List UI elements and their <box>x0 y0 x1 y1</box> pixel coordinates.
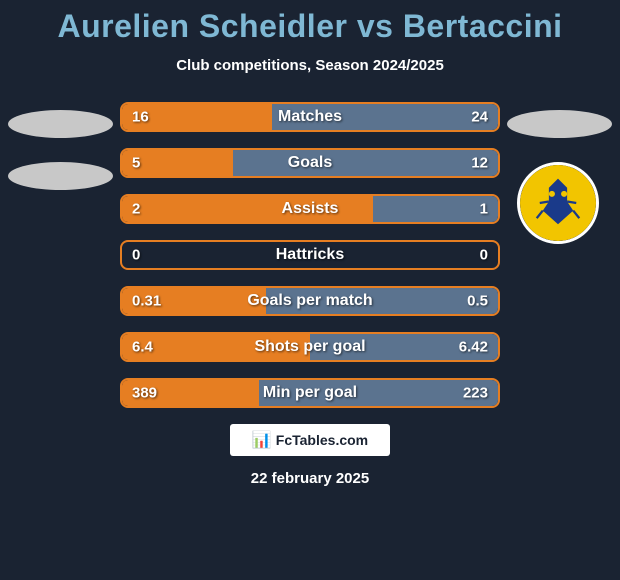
watermark-text: FcTables.com <box>276 432 368 448</box>
avatar-placeholder <box>507 110 612 138</box>
left-player-avatar-stack <box>8 110 113 214</box>
stat-value-right: 223 <box>463 385 488 402</box>
chart-icon: 📊 <box>252 430 272 450</box>
stat-label: Min per goal <box>122 384 498 402</box>
stat-row: Min per goal389 223 <box>120 378 500 408</box>
date-label: 22 february 2025 <box>0 470 620 487</box>
stat-value-left: 389 <box>132 385 157 402</box>
avatar-placeholder <box>8 110 113 138</box>
subtitle: Club competitions, Season 2024/2025 <box>0 57 620 74</box>
stat-value-left: 6.4 <box>132 339 153 356</box>
stat-value-right: 24 <box>471 109 488 126</box>
stat-value-left: 0.31 <box>132 293 161 310</box>
stat-row: Goals5 12 <box>120 148 500 178</box>
stat-row: Goals per match0.31 0.5 <box>120 286 500 316</box>
stat-value-left: 5 <box>132 155 140 172</box>
club-badge <box>517 162 599 244</box>
stat-label: Matches <box>122 108 498 126</box>
avatar-placeholder <box>8 162 113 190</box>
stat-value-right: 0 <box>480 247 488 264</box>
stat-label: Goals <box>122 154 498 172</box>
stat-row: Matches16 24 <box>120 102 500 132</box>
stat-label: Hattricks <box>122 246 498 264</box>
stat-row: Shots per goal6.4 6.42 <box>120 332 500 362</box>
stat-value-left: 0 <box>132 247 140 264</box>
stat-value-right: 12 <box>471 155 488 172</box>
stat-label: Shots per goal <box>122 338 498 356</box>
right-player-avatar-stack <box>507 110 612 244</box>
stat-label: Assists <box>122 200 498 218</box>
watermark: 📊 FcTables.com <box>230 424 390 456</box>
stat-row: Hattricks0 0 <box>120 240 500 270</box>
stat-value-left: 2 <box>132 201 140 218</box>
stat-value-right: 0.5 <box>467 293 488 310</box>
stat-value-right: 6.42 <box>459 339 488 356</box>
page-title: Aurelien Scheidler vs Bertaccini <box>0 0 620 45</box>
stat-row: Assists2 1 <box>120 194 500 224</box>
stat-value-left: 16 <box>132 109 149 126</box>
comparison-bars: Matches16 24 Goals5 12 Assists2 1 Hattricks0 0 G… <box>120 102 500 408</box>
stat-value-right: 1 <box>480 201 488 218</box>
stat-label: Goals per match <box>122 292 498 310</box>
